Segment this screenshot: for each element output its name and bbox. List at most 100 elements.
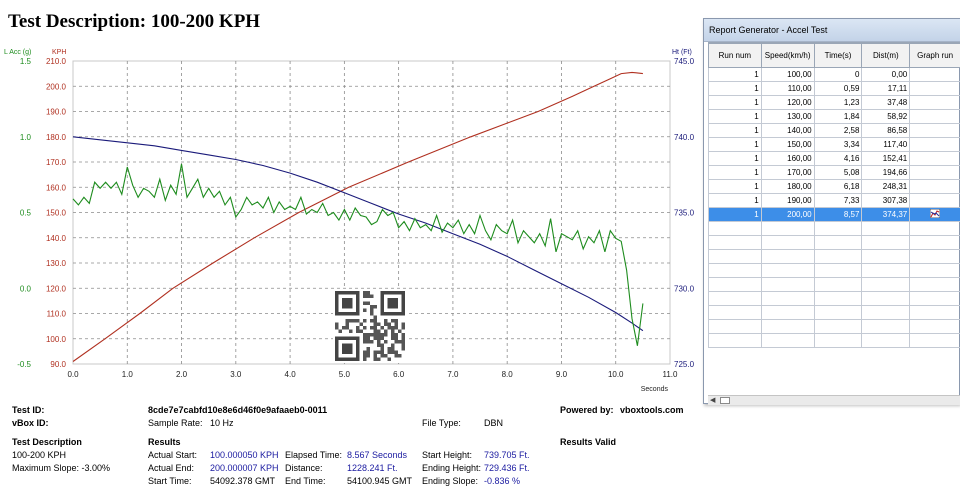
vbox-id-label: vBox ID:: [12, 418, 49, 428]
qr-module: [391, 343, 395, 347]
qr-module: [366, 354, 370, 358]
file-type-label: File Type:: [422, 418, 461, 428]
sample-rate-label: Sample Rate:: [148, 418, 203, 428]
table-row[interactable]: 1 100,00 0 0,00: [708, 67, 960, 82]
qr-module: [384, 333, 388, 337]
column-header[interactable]: Time(s): [813, 43, 863, 68]
qr-module: [370, 294, 374, 298]
table-cell: 7,33: [813, 193, 863, 208]
table-cell: 86,58: [861, 123, 911, 138]
graph-run-cell: [909, 207, 960, 222]
max-slope-text: Maximum Slope: -3.00%: [12, 463, 111, 473]
actual-start-label: Actual Start:: [148, 450, 198, 460]
qr-module: [359, 322, 363, 326]
scrollbar-thumb[interactable]: [720, 397, 730, 404]
x-tick-label: 4.0: [285, 370, 297, 379]
qr-module: [384, 319, 388, 323]
table-cell: 130,00: [760, 109, 815, 124]
table-row[interactable]: [708, 291, 960, 306]
kph-tick-label: 100.0: [46, 335, 67, 344]
qr-module: [366, 340, 370, 344]
x-tick-label: 11.0: [663, 370, 679, 379]
left-arrow-icon[interactable]: ◀: [710, 397, 716, 404]
qr-module: [363, 294, 367, 298]
qr-module: [345, 322, 349, 326]
qr-finder-core: [342, 298, 353, 309]
table-row[interactable]: 1 200,00 8,57 374,37: [708, 207, 960, 222]
table-cell: 117,40: [861, 137, 911, 152]
table-row[interactable]: 1 140,00 2,58 86,58: [708, 123, 960, 138]
table-cell: 1: [708, 67, 762, 82]
test-id-value: 8cde7e7cabfd10e8e6d46f0e9afaaeb0-0011: [148, 405, 328, 415]
empty-cell: [813, 277, 863, 292]
x-tick-label: 3.0: [230, 370, 242, 379]
qr-module: [370, 326, 374, 330]
empty-cell: [708, 305, 762, 320]
ht-tick-label: 725.0: [674, 360, 695, 369]
column-header[interactable]: Speed(km/h): [760, 43, 815, 68]
kph-tick-label: 110.0: [47, 310, 67, 319]
table-row[interactable]: 1 130,00 1,84 58,92: [708, 109, 960, 124]
column-header[interactable]: Dist(m): [861, 43, 911, 68]
table-row[interactable]: 1 170,00 5,08 194,66: [708, 165, 960, 180]
table-row[interactable]: 1 160,00 4,16 152,41: [708, 151, 960, 166]
qr-module: [352, 319, 356, 323]
empty-cell: [708, 333, 762, 348]
table-row[interactable]: 1 110,00 0,59 17,11: [708, 81, 960, 96]
qr-module: [335, 326, 339, 330]
horizontal-scrollbar[interactable]: ◀: [708, 395, 960, 405]
table-cell: 120,00: [760, 95, 815, 110]
kph-tick-label: 180.0: [46, 133, 67, 142]
table-cell: 152,41: [861, 151, 911, 166]
table-cell: 110,00: [760, 81, 815, 96]
table-row[interactable]: 1 180,00 6,18 248,31: [708, 179, 960, 194]
test-description-label: Test Description: [12, 437, 82, 447]
column-header[interactable]: Graph run: [909, 43, 960, 68]
empty-cell: [909, 137, 960, 152]
empty-cell: [909, 277, 960, 292]
table-row[interactable]: [708, 235, 960, 250]
table-cell: 1: [708, 81, 762, 96]
qr-module: [391, 350, 395, 354]
empty-cell: [813, 291, 863, 306]
table-row[interactable]: [708, 305, 960, 320]
qr-module: [370, 308, 374, 312]
powered-by-link[interactable]: vboxtools.com: [620, 405, 684, 415]
qr-module: [349, 319, 353, 323]
table-row[interactable]: 1 150,00 3,34 117,40: [708, 137, 960, 152]
qr-module: [363, 301, 367, 305]
qr-module: [391, 326, 395, 330]
ending-slope-label: Ending Slope:: [422, 476, 479, 486]
qr-module: [373, 319, 377, 323]
table-body: 1 100,00 0 0,00 1 110,00 0,59 17,11 1 120,00 1,23 3…: [708, 67, 960, 348]
table-row[interactable]: [708, 221, 960, 236]
table-cell: 194,66: [861, 165, 911, 180]
qr-module: [363, 319, 367, 323]
empty-cell: [909, 151, 960, 166]
empty-cell: [909, 319, 960, 334]
qr-finder-core: [387, 298, 398, 309]
qr-module: [356, 326, 360, 330]
empty-cell: [813, 319, 863, 334]
table-row[interactable]: [708, 333, 960, 348]
qr-module: [335, 322, 339, 326]
table-row[interactable]: 1 190,00 7,33 307,38: [708, 193, 960, 208]
table-cell: 200,00: [760, 207, 815, 222]
empty-cell: [708, 235, 762, 250]
empty-cell: [861, 221, 911, 236]
empty-cell: [861, 249, 911, 264]
qr-module: [398, 329, 402, 333]
chart-icon[interactable]: [929, 208, 941, 219]
ht-tick-label: 745.0: [674, 57, 695, 66]
table-row[interactable]: 1 120,00 1,23 37,48: [708, 95, 960, 110]
empty-cell: [760, 221, 815, 236]
kph-tick-label: 130.0: [46, 259, 67, 268]
table-row[interactable]: [708, 249, 960, 264]
table-row[interactable]: [708, 277, 960, 292]
table-row[interactable]: [708, 263, 960, 278]
column-header[interactable]: Run num: [708, 43, 762, 68]
table-cell: 1: [708, 109, 762, 124]
table-row[interactable]: [708, 319, 960, 334]
qr-module: [394, 319, 398, 323]
table-cell: 58,92: [861, 109, 911, 124]
